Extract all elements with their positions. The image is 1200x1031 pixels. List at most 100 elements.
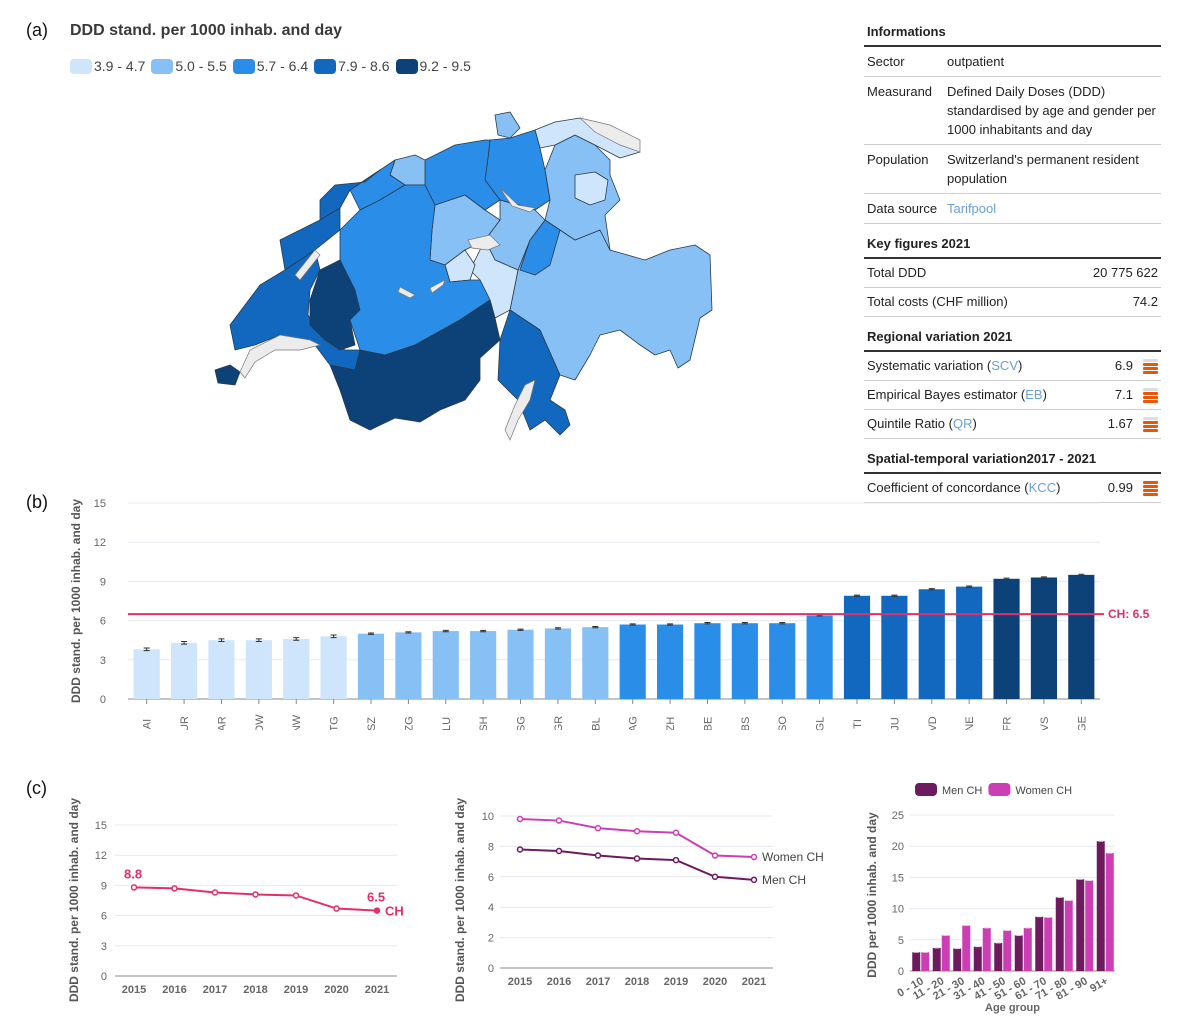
map-title: DDD stand. per 1000 inhab. and day [70, 22, 343, 39]
x-tick-label: GL [815, 717, 827, 730]
y-tick-label: 6 [100, 616, 106, 628]
bar-JU [881, 595, 908, 699]
error-bar [480, 629, 487, 633]
x-tick-label: 2020 [324, 984, 348, 996]
canton-TG[interactable] [534, 117, 641, 159]
info-key: Empirical Bayes estimator (EB) [867, 386, 1047, 404]
data-point [594, 852, 602, 859]
bar-men-ch [994, 942, 1003, 971]
data-point [555, 817, 563, 824]
error-bar [143, 647, 150, 652]
info-row-eb: Empirical Bayes estimator (EB) 7.1 [864, 381, 1161, 410]
x-tick-label: NE [964, 716, 976, 730]
canton-SH[interactable] [494, 111, 521, 139]
qr-value: 1.67 [1107, 416, 1133, 431]
legend-swatch [988, 783, 1011, 796]
legend-item[interactable]: 7.9 - 8.6 [314, 58, 390, 74]
bar-SO [769, 623, 796, 699]
info-key: Population [867, 152, 929, 167]
x-tick-label: 2016 [547, 976, 571, 988]
data-point [711, 873, 719, 881]
bar-women-ch [941, 935, 950, 971]
x-tick-label: JU [889, 717, 901, 730]
info-row-total-ddd: Total DDD 20 775 622 [864, 259, 1161, 288]
qr-link[interactable]: QR [952, 416, 973, 431]
bar-women-ch [1064, 900, 1073, 971]
scv-link[interactable]: SCV [991, 358, 1018, 373]
info-row-scv: Systematic variation (SCV) 6.9 [864, 352, 1161, 381]
y-tick-label: 5 [898, 935, 904, 947]
canton-GE[interactable] [214, 364, 241, 386]
legend-item[interactable]: 3.9 - 4.7 [70, 58, 145, 74]
legend-swatch [232, 58, 255, 74]
y-tick-label: 3 [100, 655, 106, 667]
bar-AR [208, 640, 235, 699]
key-figures-header: Key figures 2021 [864, 230, 1161, 259]
x-tick-label: OW [254, 714, 266, 730]
canton-VS[interactable] [329, 299, 501, 431]
legend-label: 5.7 - 6.4 [256, 58, 309, 74]
error-bar [891, 594, 898, 597]
data-point [373, 907, 381, 914]
bar-men-ch [912, 952, 921, 971]
x-tick-label: 2019 [664, 976, 688, 988]
info-value: Defined Daily Doses (DDD) standardised b… [947, 84, 1156, 137]
series-label: Men CH [762, 873, 806, 887]
y-tick-label: 3 [101, 941, 107, 953]
legend-item[interactable]: 5.7 - 6.4 [232, 58, 309, 74]
y-tick-label: 10 [482, 811, 494, 823]
bar-women-ch [1023, 927, 1032, 971]
x-tick-label: GE [1076, 716, 1088, 730]
bar-BE [694, 623, 721, 699]
bar-GR [544, 628, 572, 699]
x-tick-label: ZH [665, 717, 677, 730]
lake-thun-brienz [397, 279, 446, 299]
switzerland-choropleth-map [214, 111, 713, 441]
lake-lucerne [467, 234, 501, 251]
bar-women-ch [1085, 880, 1094, 971]
legend-swatch [915, 783, 937, 796]
x-tick-label: AG [628, 716, 640, 730]
x-tick-label: 2019 [284, 984, 308, 996]
canton-FR[interactable] [309, 259, 361, 351]
info-value: 20 775 622 [1092, 265, 1158, 280]
canton-AR[interactable] [574, 171, 609, 206]
info-row-measurand: Measurand Defined Daily Doses (DDD) stand… [864, 77, 1161, 145]
bar-TI [843, 595, 871, 699]
y-tick-label: 12 [94, 537, 106, 549]
x-tick-label: SH [478, 716, 490, 730]
kcc-link[interactable]: KCC [1028, 480, 1057, 495]
variation-level-icon [1143, 480, 1158, 497]
series-label: Women CH [762, 850, 824, 864]
lake-zurich [499, 187, 536, 213]
variation-level-icon [1143, 358, 1158, 375]
x-tick-label: VS [1039, 717, 1051, 730]
error-bar [779, 622, 786, 625]
bar-men-ch [953, 948, 962, 971]
legend-label: 5.0 - 5.5 [175, 58, 227, 74]
eb-link[interactable]: EB [1025, 387, 1043, 402]
x-tick-label: BE [702, 717, 714, 730]
y-tick-label: 0 [100, 694, 106, 706]
bar-AI [133, 649, 160, 699]
legend-item[interactable]: 5.0 - 5.5 [151, 58, 227, 74]
bar-NE [956, 586, 983, 699]
info-table: Informations Sector outpatient Measurand D… [864, 18, 1161, 503]
error-bar [854, 594, 860, 597]
lakes [239, 117, 641, 441]
legend-item[interactable]: 9.2 - 9.5 [395, 58, 471, 74]
qr-label: Quintile Ratio ( [867, 416, 953, 431]
error-bar [667, 623, 674, 626]
bar-VD [918, 589, 945, 699]
error-bar [218, 638, 225, 643]
data-point [333, 905, 340, 912]
bar-VS [1030, 577, 1058, 699]
info-value: Switzerland's permanent resident populat… [947, 152, 1139, 186]
canton-VD[interactable] [229, 249, 361, 371]
lake-neuchatel [294, 249, 321, 281]
tarifpool-link[interactable]: Tarifpool [947, 201, 997, 216]
data-point [672, 856, 680, 864]
y-tick-label: 8 [488, 841, 494, 853]
data-point [750, 876, 758, 884]
error-bar [1078, 573, 1085, 577]
